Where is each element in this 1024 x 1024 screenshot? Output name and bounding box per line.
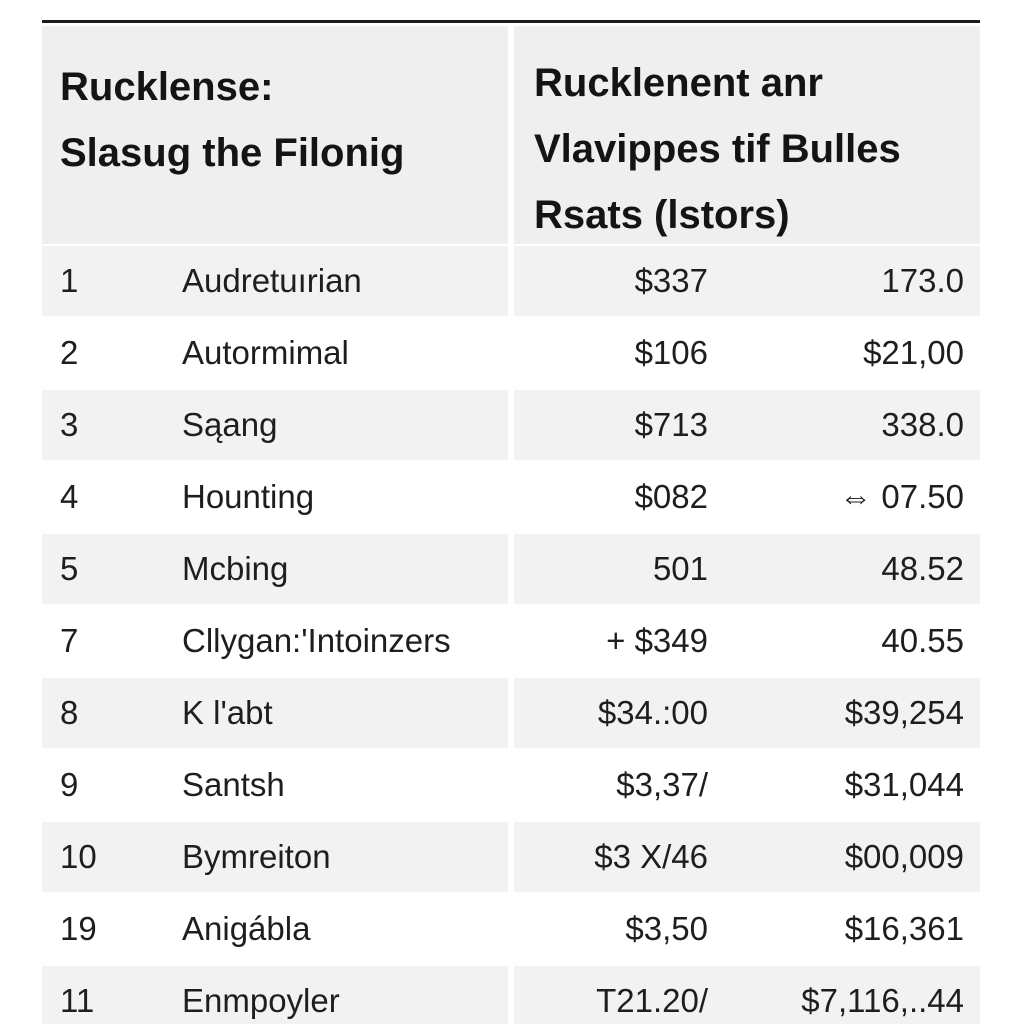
row-value-2: $21,00: [863, 334, 964, 371]
row-name: Santsh: [182, 766, 285, 803]
table-body: 1 Audretuırian $337 173.0 2 Autormimal $106 $21…: [42, 246, 980, 1024]
row-name: Audretuırian: [182, 262, 362, 299]
header-right-cell: Rucklenent anr Vlavippes tif Bulles Rsat…: [514, 26, 980, 244]
row-value-1: $3,50: [625, 910, 708, 947]
row-band-right: [514, 534, 980, 604]
row-name: Mcbing: [182, 550, 289, 587]
row-value-2: ⇔ 07.50: [839, 478, 964, 515]
header-left-line-2: Slasug the Filonig: [60, 131, 405, 175]
row-band-right: [514, 246, 980, 316]
row-value-1: $337: [634, 262, 708, 299]
header-right-line-3: Rsats (lstors): [534, 193, 790, 237]
row-number: 5: [60, 550, 79, 587]
row-band-right: [514, 822, 980, 892]
row-value-2: $16,361: [844, 910, 964, 947]
row-value-1: 501: [652, 550, 708, 587]
row-value-1: $3,37/: [616, 766, 708, 803]
row-name: K l'abt: [182, 694, 273, 731]
row-value-2: 48.52: [881, 550, 964, 587]
row-band-right: [514, 678, 980, 748]
row-value-1: $713: [634, 406, 708, 443]
row-value-2: 173.0: [881, 262, 964, 299]
row-name: Anigábla: [182, 910, 311, 947]
table-header: Rucklense: Slasug the Filonig Rucklenent…: [42, 26, 980, 244]
table-row: 5 Mcbing 501 48.52: [42, 534, 980, 606]
row-number: 11: [60, 982, 95, 1019]
row-band-left: [42, 678, 508, 748]
table-row: 4 Hounting $082 ⇔ 07.50: [42, 462, 980, 534]
row-value-1: $34.:00: [597, 694, 708, 731]
row-name: Bymreiton: [182, 838, 331, 875]
row-number: 8: [60, 694, 79, 731]
row-band-left: [42, 390, 508, 460]
table-row: 1 Audretuırian $337 173.0: [42, 246, 980, 318]
row-number: 10: [60, 838, 97, 875]
row-number: 2: [60, 334, 79, 371]
row-number: 7: [60, 622, 79, 659]
row-number: 1: [60, 262, 79, 299]
header-left-cell: Rucklense: Slasug the Filonig: [42, 26, 508, 244]
row-band-right: [514, 390, 980, 460]
row-band-right: [514, 966, 980, 1024]
table-row: 7 Cllygan:'Intoinzers + $349 40.55: [42, 606, 980, 678]
row-number: 9: [60, 766, 79, 803]
table-row: 3 Sąang $713 338.0: [42, 390, 980, 462]
row-value-2: 338.0: [881, 406, 964, 443]
header-left-line-1: Rucklense:: [60, 65, 274, 109]
row-value-2: 40.55: [881, 622, 964, 659]
row-band-left: [42, 822, 508, 892]
header-right-line-2: Vlavippes tif Bulles: [534, 127, 901, 171]
table-row: 2 Autormimal $106 $21,00: [42, 318, 980, 390]
row-band-left: [42, 966, 508, 1024]
table-row: 11 Enmpoyler T21.20/ $7,116,..44: [42, 966, 980, 1024]
table-row: 9 Santsh $3,37/ $31,044: [42, 750, 980, 822]
table-row: 19 Anigábla $3,50 $16,361: [42, 894, 980, 966]
row-value-2: $7,116,..44: [801, 982, 964, 1019]
header-right-line-1: Rucklenent anr: [534, 61, 823, 105]
row-value-1: + $349: [606, 622, 708, 659]
row-value-1: $082: [634, 478, 708, 515]
row-name: Hounting: [182, 478, 315, 515]
row-name: Sąang: [182, 406, 278, 443]
row-value-2: $31,044: [844, 766, 964, 803]
row-name: Cllygan:'Intoinzers: [182, 622, 451, 659]
top-rule: [42, 20, 980, 23]
row-band-left: [42, 534, 508, 604]
row-value-1: T21.20/: [596, 982, 708, 1019]
row-name: Autormimal: [182, 334, 349, 371]
row-name: Enmpoyler: [182, 982, 340, 1019]
row-number: 4: [60, 478, 79, 515]
row-value-1: $106: [634, 334, 708, 371]
row-band-left: [42, 246, 508, 316]
row-value-2: $00,009: [844, 838, 964, 875]
row-number: 19: [60, 910, 97, 947]
row-value-2: $39,254: [844, 694, 964, 731]
row-number: 3: [60, 406, 79, 443]
table-row: 10 Bymreiton $3 X/46 $00,009: [42, 822, 980, 894]
row-value-1: $3 X/46: [594, 838, 708, 875]
table-row: 8 K l'abt $34.:00 $39,254: [42, 678, 980, 750]
